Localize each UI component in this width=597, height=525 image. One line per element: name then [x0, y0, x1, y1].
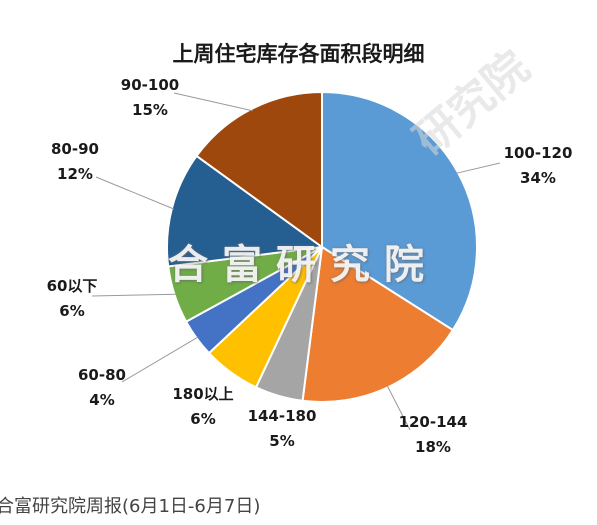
leader-line — [455, 162, 501, 174]
slice-percent-label: 15% — [132, 101, 168, 119]
slice-label: 60以下 — [47, 277, 98, 295]
slice-percent-label: 4% — [89, 391, 114, 409]
slice-label: 90-100 — [121, 76, 179, 94]
slice-label: 100-120 — [504, 144, 573, 162]
leader-line — [91, 293, 177, 297]
slice-label: 120-144 — [399, 413, 468, 431]
slice-percent-label: 5% — [269, 432, 294, 450]
watermark-center: 合富研究院 — [168, 242, 438, 288]
slice-percent-label: 12% — [57, 165, 93, 183]
leader-line — [386, 385, 411, 431]
chart-title: 上周住宅库存各面积段明细 — [172, 42, 425, 66]
pie-slice-90-100 — [195, 90, 323, 249]
slice-label: 144-180 — [248, 407, 317, 425]
leader-line — [95, 176, 174, 210]
slice-label: 60-80 — [78, 366, 126, 384]
slice-percent-label: 34% — [520, 169, 556, 187]
slice-percent-label: 18% — [415, 438, 451, 456]
source-caption: 合富研究院周报(6月1日-6月7日) — [0, 496, 261, 517]
slice-label: 80-90 — [51, 140, 99, 158]
slice-label: 180以上 — [172, 385, 233, 403]
slice-percent-label: 6% — [190, 410, 215, 428]
slice-percent-label: 6% — [59, 302, 84, 320]
leader-line — [173, 92, 253, 112]
leader-line — [121, 336, 199, 383]
